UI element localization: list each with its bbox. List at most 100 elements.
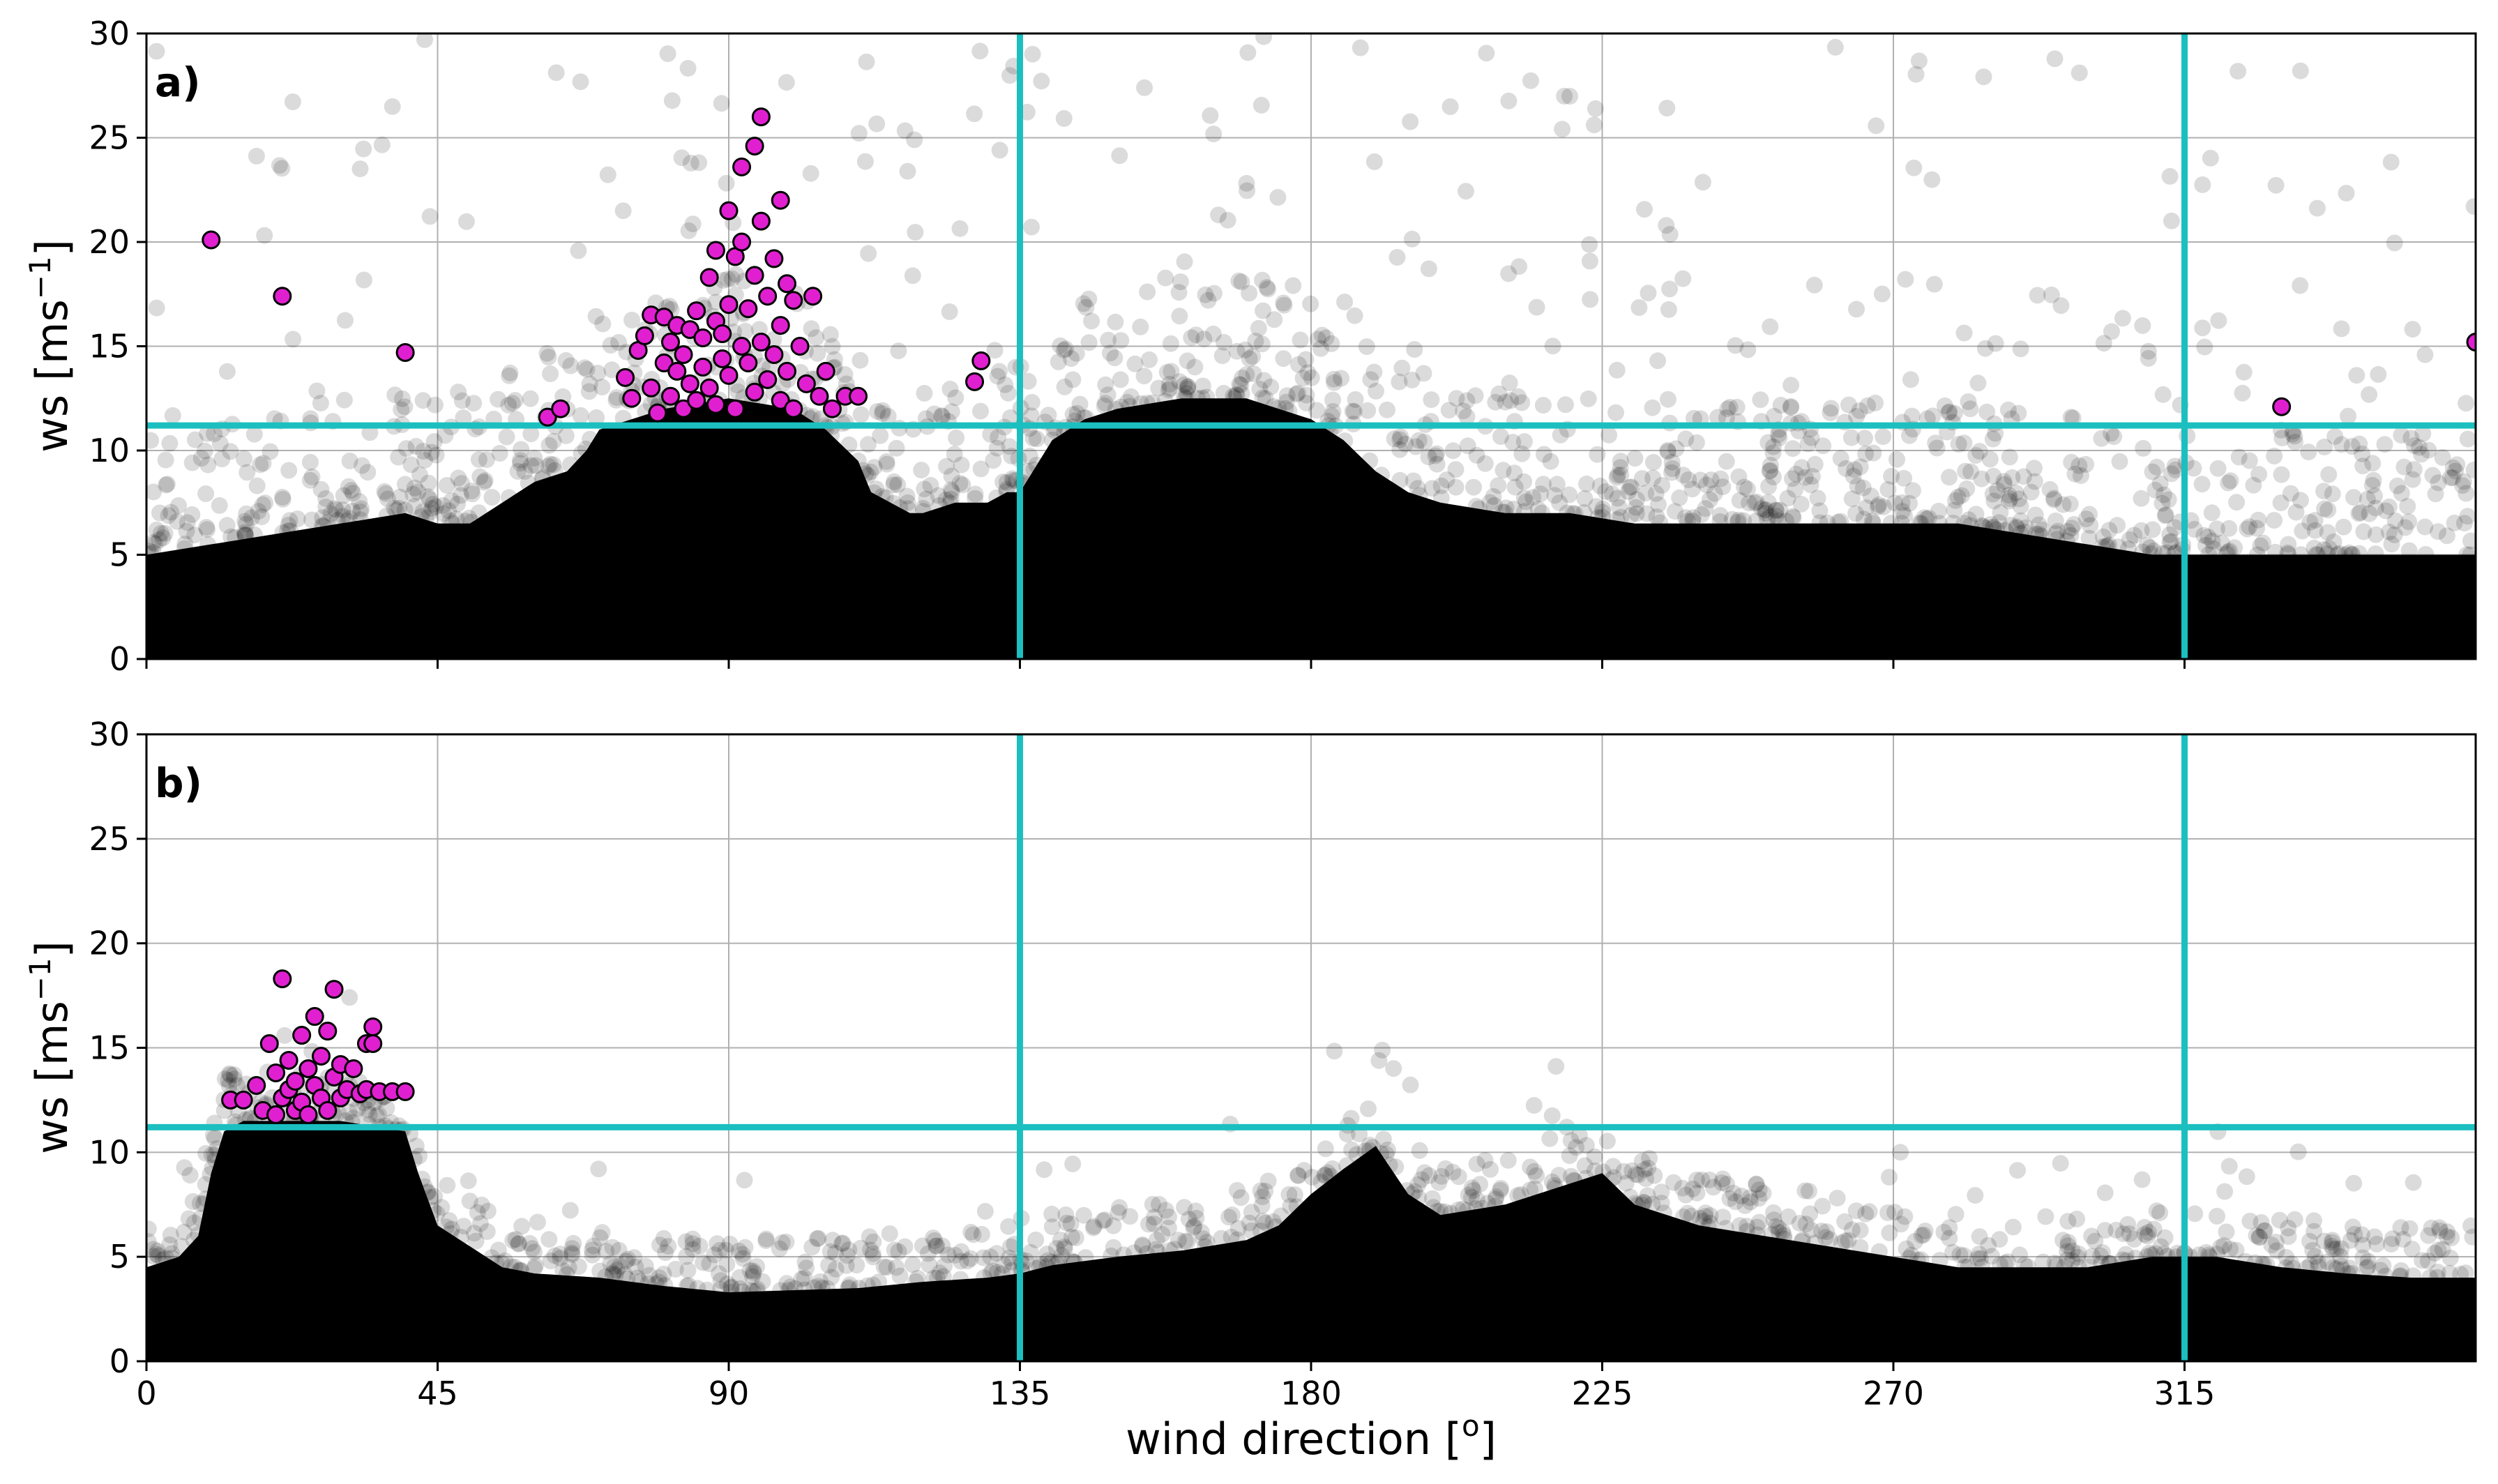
background-point xyxy=(1666,503,1683,520)
background-point xyxy=(1393,359,1411,377)
background-point xyxy=(1846,461,1863,478)
background-point xyxy=(2009,1162,2026,1179)
background-point xyxy=(1924,407,1941,425)
background-point xyxy=(885,476,902,494)
background-point xyxy=(1548,476,1566,493)
background-point xyxy=(1425,1199,1442,1216)
background-point xyxy=(2368,1235,2386,1252)
background-point xyxy=(470,504,487,522)
background-point xyxy=(2193,476,2211,493)
highlight-point xyxy=(312,1046,331,1066)
background-point xyxy=(2135,439,2152,457)
background-point xyxy=(2332,1257,2349,1275)
background-point xyxy=(682,154,699,172)
background-point xyxy=(342,482,360,499)
background-point xyxy=(722,1279,740,1296)
background-point xyxy=(2059,1234,2077,1251)
background-point xyxy=(1848,408,1865,425)
background-point xyxy=(1741,494,1758,512)
background-point xyxy=(2126,1231,2143,1248)
background-point xyxy=(510,1235,528,1252)
background-point xyxy=(1859,397,1877,414)
panel-a-background-scatter xyxy=(146,33,2476,659)
background-point xyxy=(1746,494,1764,512)
background-point xyxy=(2401,1220,2418,1237)
highlight-point xyxy=(803,287,823,306)
background-point xyxy=(2376,436,2393,453)
background-point xyxy=(146,483,162,501)
background-point xyxy=(826,1244,844,1262)
background-point xyxy=(2015,468,2032,485)
background-point xyxy=(1660,301,1677,318)
background-point xyxy=(1640,285,1657,302)
background-point xyxy=(490,391,507,408)
background-point xyxy=(1138,395,1156,412)
background-point xyxy=(1238,174,1255,192)
background-point xyxy=(1829,513,1847,531)
background-point xyxy=(1836,1213,1854,1230)
background-point xyxy=(471,1215,489,1232)
background-point xyxy=(1027,1232,1045,1248)
background-point xyxy=(1325,370,1342,388)
y-tick-label: 25 xyxy=(89,119,130,157)
background-point xyxy=(1004,470,1021,487)
background-point xyxy=(607,1266,624,1284)
highlight-point xyxy=(758,370,778,389)
background-point xyxy=(414,392,432,409)
background-point xyxy=(2081,506,2098,523)
background-point xyxy=(1902,1246,1920,1264)
background-point xyxy=(952,1252,969,1270)
background-point xyxy=(2348,367,2365,384)
background-point xyxy=(712,1280,729,1298)
background-point xyxy=(1432,1202,1449,1220)
background-point xyxy=(1324,403,1342,421)
background-point xyxy=(1065,1254,1082,1271)
background-point xyxy=(2151,475,2169,492)
background-point xyxy=(570,242,587,259)
background-point xyxy=(1219,211,1236,229)
background-point xyxy=(706,1246,723,1264)
background-point xyxy=(947,389,964,407)
highlight-point xyxy=(654,353,674,372)
background-point xyxy=(1441,98,1459,115)
background-point xyxy=(941,494,959,512)
background-point xyxy=(2354,1249,2372,1266)
background-point xyxy=(1748,1226,1766,1243)
background-point xyxy=(780,1282,797,1299)
background-point xyxy=(1955,1247,1973,1264)
background-point xyxy=(1068,344,1085,362)
background-point xyxy=(2241,518,2258,536)
background-point xyxy=(1097,395,1114,412)
highlight-point xyxy=(648,403,667,423)
background-point xyxy=(899,162,916,180)
y-tick-label: 20 xyxy=(89,925,130,962)
background-point xyxy=(2352,503,2369,521)
background-point xyxy=(2248,1227,2265,1244)
background-point xyxy=(1947,1206,1965,1223)
background-point xyxy=(2197,536,2214,554)
background-point xyxy=(437,427,454,444)
background-point xyxy=(2114,1225,2132,1243)
background-point xyxy=(164,407,181,424)
background-point xyxy=(2351,435,2368,453)
background-point xyxy=(2465,461,2476,478)
background-point xyxy=(1941,1219,1958,1236)
background-point xyxy=(351,503,369,520)
background-point xyxy=(2083,1227,2100,1245)
background-point xyxy=(157,451,174,469)
background-point xyxy=(151,504,168,522)
background-point xyxy=(833,1235,851,1252)
background-point xyxy=(542,1252,559,1270)
background-point xyxy=(577,440,594,457)
background-point xyxy=(1774,1223,1792,1241)
highlight-point xyxy=(674,399,693,418)
background-point xyxy=(452,487,469,504)
background-point xyxy=(1836,1232,1854,1250)
background-point xyxy=(2127,1249,2144,1266)
background-point xyxy=(988,439,1006,457)
background-point xyxy=(2082,517,2099,534)
background-point xyxy=(2061,495,2079,513)
background-point xyxy=(1639,1187,1656,1204)
background-point xyxy=(1185,1219,1202,1236)
background-point xyxy=(1692,471,1709,489)
